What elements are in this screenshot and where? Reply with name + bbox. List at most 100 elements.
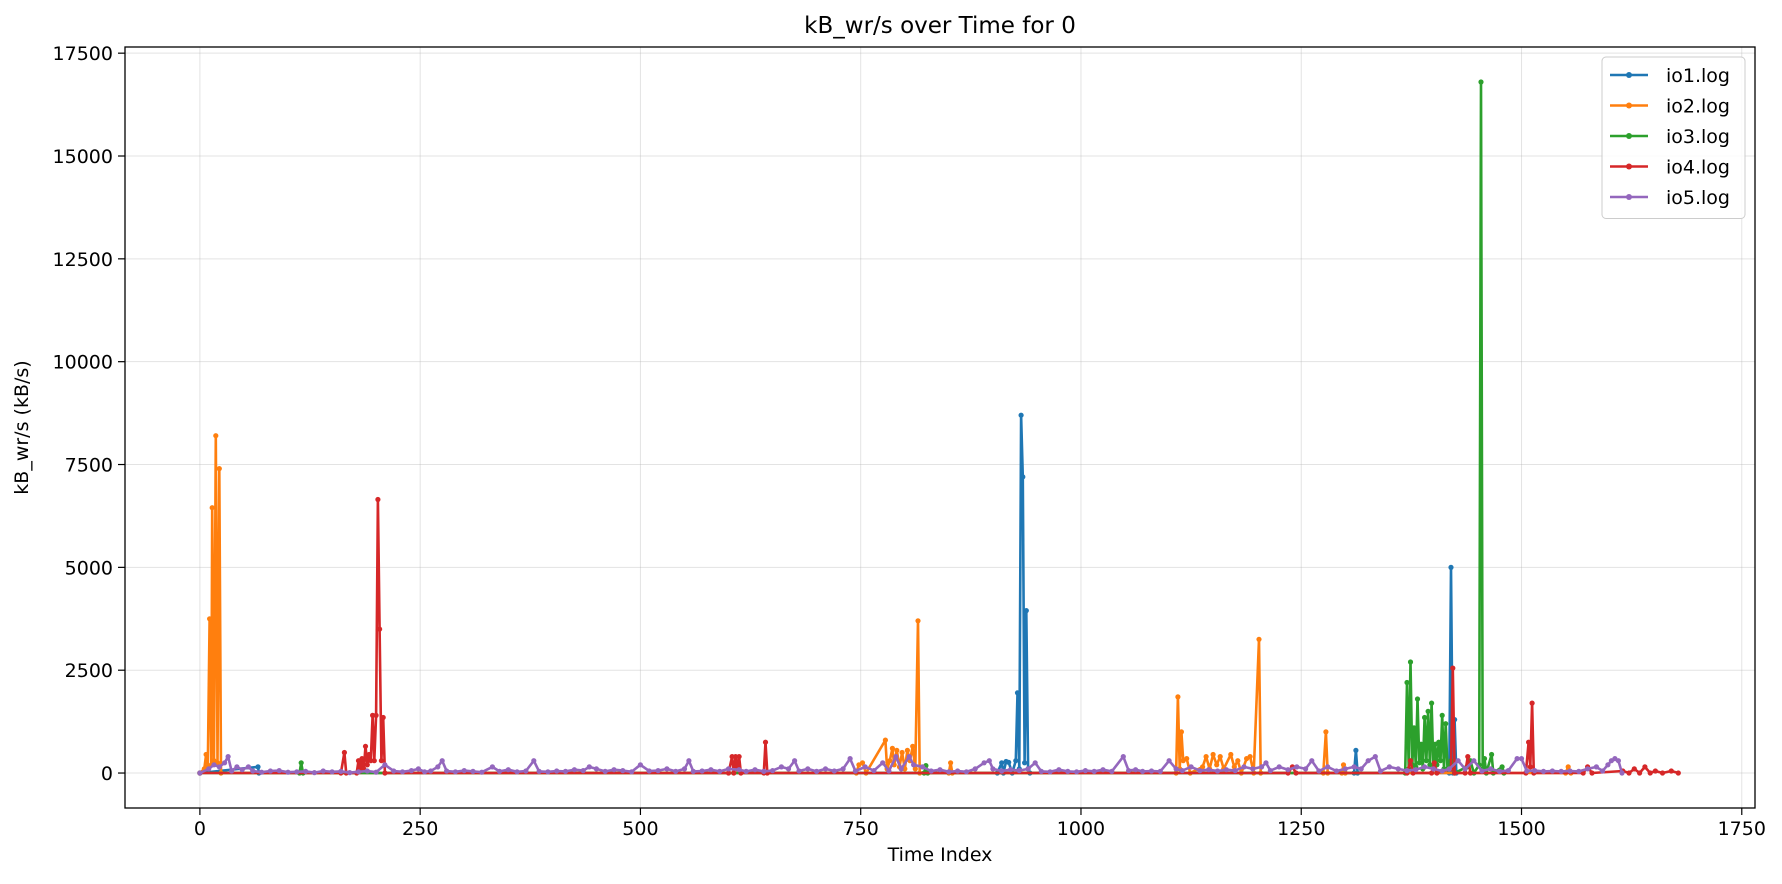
- data-point: [1439, 712, 1445, 719]
- data-point: [298, 760, 304, 766]
- data-point: [523, 768, 529, 774]
- data-point: [1175, 694, 1181, 700]
- legend-marker: [1626, 133, 1632, 139]
- data-point: [1293, 770, 1299, 776]
- data-point: [347, 770, 353, 776]
- data-point: [1505, 768, 1511, 774]
- data-point: [736, 754, 742, 760]
- data-point: [955, 768, 961, 774]
- data-point: [859, 760, 866, 766]
- data-point: [267, 768, 273, 774]
- data-point: [1589, 770, 1595, 776]
- data-point: [470, 768, 476, 775]
- data-point: [382, 770, 388, 776]
- data-point: [840, 766, 846, 772]
- data-point: [1386, 764, 1392, 770]
- data-point: [1407, 659, 1414, 665]
- data-point: [435, 764, 441, 770]
- data-point: [1263, 760, 1269, 766]
- data-point: [377, 626, 383, 632]
- series-layer: [197, 79, 1681, 776]
- data-point: [725, 766, 732, 772]
- legend-entry: io1.log: [1610, 65, 1730, 87]
- data-point: [852, 768, 859, 774]
- data-point: [1467, 770, 1473, 776]
- data-point: [320, 768, 326, 774]
- data-point: [1558, 768, 1564, 775]
- data-point: [1210, 751, 1216, 758]
- data-point: [646, 768, 652, 774]
- data-point: [1642, 764, 1648, 770]
- data-point: [1605, 762, 1611, 768]
- data-point: [1294, 764, 1300, 770]
- data-point: [1353, 747, 1359, 754]
- data-point: [1585, 766, 1591, 772]
- data-point: [796, 768, 802, 774]
- data-point: [655, 768, 661, 774]
- data-point: [531, 758, 537, 764]
- data-point: [1276, 764, 1282, 770]
- data-point: [752, 767, 758, 773]
- data-point: [1256, 636, 1262, 642]
- data-point: [1462, 766, 1468, 772]
- data-point: [886, 768, 892, 774]
- data-point: [620, 768, 626, 774]
- data-point: [382, 762, 388, 768]
- data-point: [1496, 768, 1503, 775]
- data-point: [1518, 756, 1525, 762]
- data-point: [1323, 729, 1329, 735]
- data-point: [1407, 758, 1414, 764]
- data-point: [882, 737, 889, 743]
- x-tick-label: 750: [843, 818, 879, 840]
- data-point: [1325, 764, 1331, 770]
- data-point: [439, 758, 445, 764]
- tick-layer: 0 250 500 750 1000 1250 1500 175002500500075001…: [53, 43, 1766, 840]
- data-point: [1148, 768, 1155, 774]
- data-point: [452, 769, 458, 775]
- data-point: [899, 749, 905, 756]
- data-point: [981, 760, 987, 766]
- data-point: [1056, 767, 1062, 773]
- data-point: [496, 768, 503, 775]
- data-point: [1471, 758, 1477, 764]
- y-tick-label: 15000: [53, 146, 113, 168]
- data-point: [203, 751, 209, 758]
- data-point: [919, 764, 926, 770]
- data-point: [245, 764, 251, 770]
- data-point: [216, 764, 222, 770]
- legend-label: io4.log: [1666, 157, 1730, 179]
- data-point: [216, 466, 222, 472]
- data-point: [814, 768, 820, 775]
- data-point: [1206, 767, 1212, 773]
- legend-label: io1.log: [1666, 65, 1730, 87]
- data-point: [1203, 754, 1209, 760]
- data-point: [211, 762, 217, 768]
- data-point: [1619, 770, 1625, 776]
- data-point: [1120, 754, 1126, 760]
- data-point: [1372, 754, 1378, 760]
- data-point: [1437, 758, 1444, 764]
- y-tick-label: 10000: [53, 352, 113, 374]
- data-point: [637, 762, 644, 768]
- data-point: [1223, 767, 1229, 773]
- data-point: [285, 769, 291, 775]
- data-point: [893, 754, 899, 760]
- data-point: [1157, 768, 1163, 775]
- data-point: [1465, 754, 1471, 760]
- data-point: [1499, 764, 1505, 770]
- data-point: [1425, 708, 1431, 714]
- data-point: [708, 767, 714, 773]
- data-point: [1593, 764, 1599, 770]
- data-point: [1316, 768, 1322, 774]
- data-point: [894, 747, 900, 754]
- data-point: [373, 769, 379, 775]
- data-point: [505, 767, 511, 773]
- data-point: [999, 768, 1005, 774]
- data-point: [1006, 759, 1012, 765]
- data-point: [1309, 758, 1315, 764]
- data-point: [1173, 766, 1179, 772]
- legend-box: [1601, 56, 1746, 219]
- data-point: [1423, 758, 1429, 764]
- data-point: [1047, 769, 1053, 775]
